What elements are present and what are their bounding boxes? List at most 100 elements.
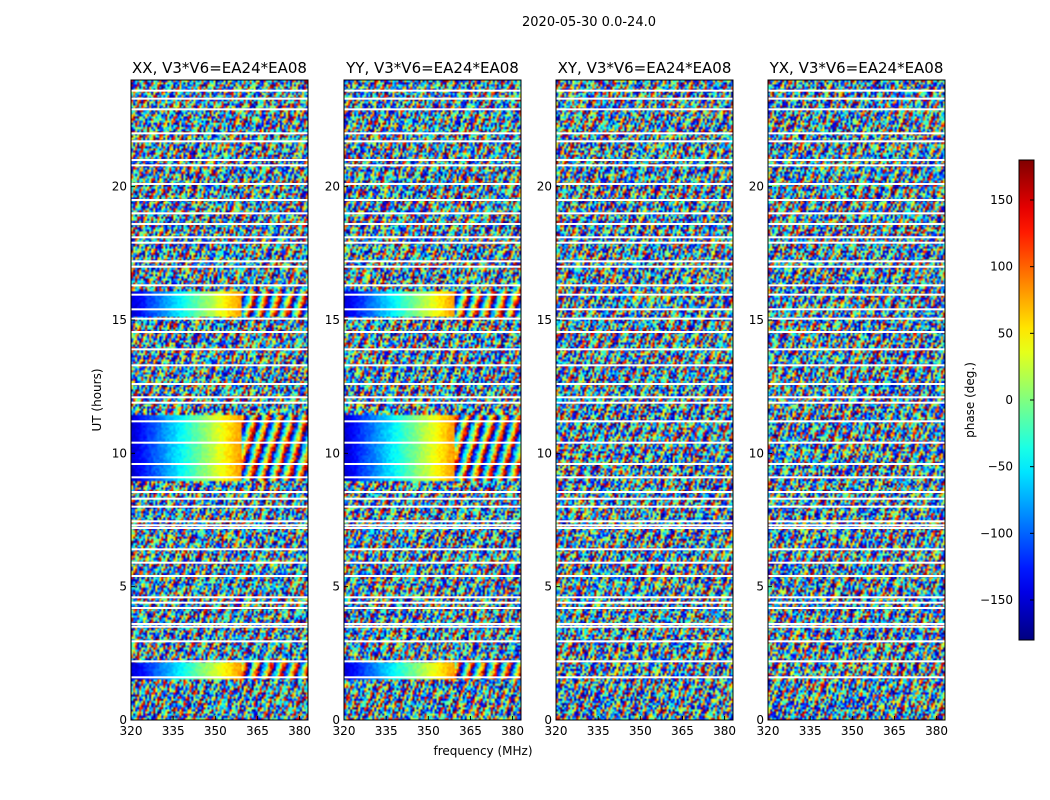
flagged-row-42: [344, 132, 521, 135]
flagged-row-36: [344, 212, 521, 215]
flagged-row-45: [768, 89, 945, 92]
flagged-row-42: [768, 132, 945, 135]
flagged-row-41: [556, 140, 733, 143]
flagged-row-15: [131, 497, 308, 500]
flagged-row-1: [131, 660, 308, 663]
flagged-row-18: [131, 463, 308, 465]
flagged-row-43: [344, 108, 521, 111]
flagged-row-8: [768, 575, 945, 577]
flagged-row-16: [556, 491, 733, 493]
flagged-row-20: [131, 420, 308, 423]
flagged-row-33: [768, 241, 945, 244]
y-tick-label-0-3: 15: [112, 313, 127, 327]
flagged-row-16: [131, 491, 308, 493]
x-tick-label-0-1: 335: [162, 724, 185, 738]
flagged-row-10: [131, 548, 308, 551]
colorbar-tick-label-3: 0: [1005, 393, 1013, 407]
flagged-row-25: [344, 348, 521, 351]
flagged-row-17: [768, 476, 945, 479]
flagged-row-1: [344, 660, 521, 663]
flagged-row-10: [344, 548, 521, 551]
panel-frame-3: [767, 79, 946, 721]
panels-group: XX, V3*V6=EA24*EA08 320 335 350 365 380 0 5 10 15…: [112, 59, 948, 738]
flagged-row-31: [556, 265, 733, 268]
flagged-row-2: [131, 640, 308, 643]
flagged-row-25: [768, 348, 945, 351]
x-tick-label-3-4: 380: [925, 724, 948, 738]
y-axis-label: UT (hours): [90, 368, 104, 431]
flagged-row-0: [768, 676, 945, 679]
flagged-row-39: [768, 164, 945, 167]
flagged-row-1: [556, 660, 733, 663]
flagged-row-6: [556, 601, 733, 604]
x-tick-label-1-2: 350: [417, 724, 440, 738]
flagged-row-9: [556, 561, 733, 564]
y-tick-label-3-4: 20: [749, 180, 764, 194]
flagged-row-27: [768, 317, 945, 320]
flagged-row-2: [344, 640, 521, 643]
flagged-row-27: [131, 317, 308, 320]
flagged-row-19: [768, 441, 945, 444]
flagged-row-44: [768, 97, 945, 100]
flagged-row-37: [131, 199, 308, 201]
flagged-row-40: [768, 159, 945, 161]
x-tick-label-2-1: 335: [587, 724, 610, 738]
flagged-row-20: [556, 420, 733, 423]
flagged-row-35: [768, 223, 945, 225]
flagged-row-44: [556, 97, 733, 100]
flagged-row-31: [344, 265, 521, 268]
flagged-row-34: [556, 236, 733, 239]
flagged-row-8: [556, 575, 733, 577]
flagged-row-32: [768, 260, 945, 263]
flagged-row-3: [768, 625, 945, 628]
colorbar-tick-label-6: 150: [990, 193, 1013, 207]
x-tick-label-1-4: 380: [501, 724, 524, 738]
x-tick-label-3-1: 335: [799, 724, 822, 738]
flagged-row-37: [344, 199, 521, 201]
flagged-row-17: [556, 476, 733, 479]
flagged-row-43: [768, 108, 945, 111]
flagged-row-4: [768, 623, 945, 625]
flagged-row-39: [556, 164, 733, 167]
panel-3: YX, V3*V6=EA24*EA08 320 335 350 365 380 0 5 10 15…: [749, 59, 948, 738]
flagged-row-30: [768, 284, 945, 287]
flagged-row-12: [344, 524, 521, 527]
flagged-row-33: [344, 241, 521, 244]
y-tick-label-1-2: 10: [325, 446, 340, 460]
flagged-row-40: [131, 159, 308, 161]
y-tick-label-0-2: 10: [112, 446, 127, 460]
flagged-row-14: [556, 505, 733, 508]
flagged-row-43: [131, 108, 308, 111]
panel-frame-0: [130, 79, 309, 721]
flagged-row-42: [131, 132, 308, 135]
flagged-row-32: [344, 260, 521, 263]
y-tick-label-2-1: 5: [544, 580, 552, 594]
flagged-row-32: [131, 260, 308, 263]
flagged-row-14: [768, 505, 945, 508]
flagged-row-16: [344, 491, 521, 493]
flagged-row-38: [768, 183, 945, 185]
flagged-row-34: [131, 236, 308, 239]
flagged-row-11: [768, 527, 945, 529]
flagged-row-37: [768, 199, 945, 201]
flagged-row-31: [768, 265, 945, 268]
y-tick-label-0-4: 20: [112, 180, 127, 194]
flagged-row-0: [556, 676, 733, 679]
flagged-row-38: [131, 183, 308, 185]
flagged-row-28: [344, 308, 521, 311]
heatmap-image-2: [556, 80, 733, 720]
flagged-row-25: [556, 348, 733, 351]
y-tick-label-3-1: 5: [756, 580, 764, 594]
flagged-row-28: [131, 308, 308, 311]
flagged-row-11: [131, 527, 308, 529]
figure-suptitle: 2020-05-30 0.0-24.0: [522, 15, 656, 30]
flagged-row-28: [768, 308, 945, 311]
colorbar-label: phase (deg.): [963, 362, 977, 438]
y-tick-label-2-0: 0: [544, 713, 552, 727]
x-tick-label-0-4: 380: [288, 724, 311, 738]
flagged-row-23: [131, 383, 308, 385]
flagged-row-21: [768, 401, 945, 404]
flagged-row-4: [344, 623, 521, 625]
x-tick-label-2-0: 320: [545, 724, 568, 738]
